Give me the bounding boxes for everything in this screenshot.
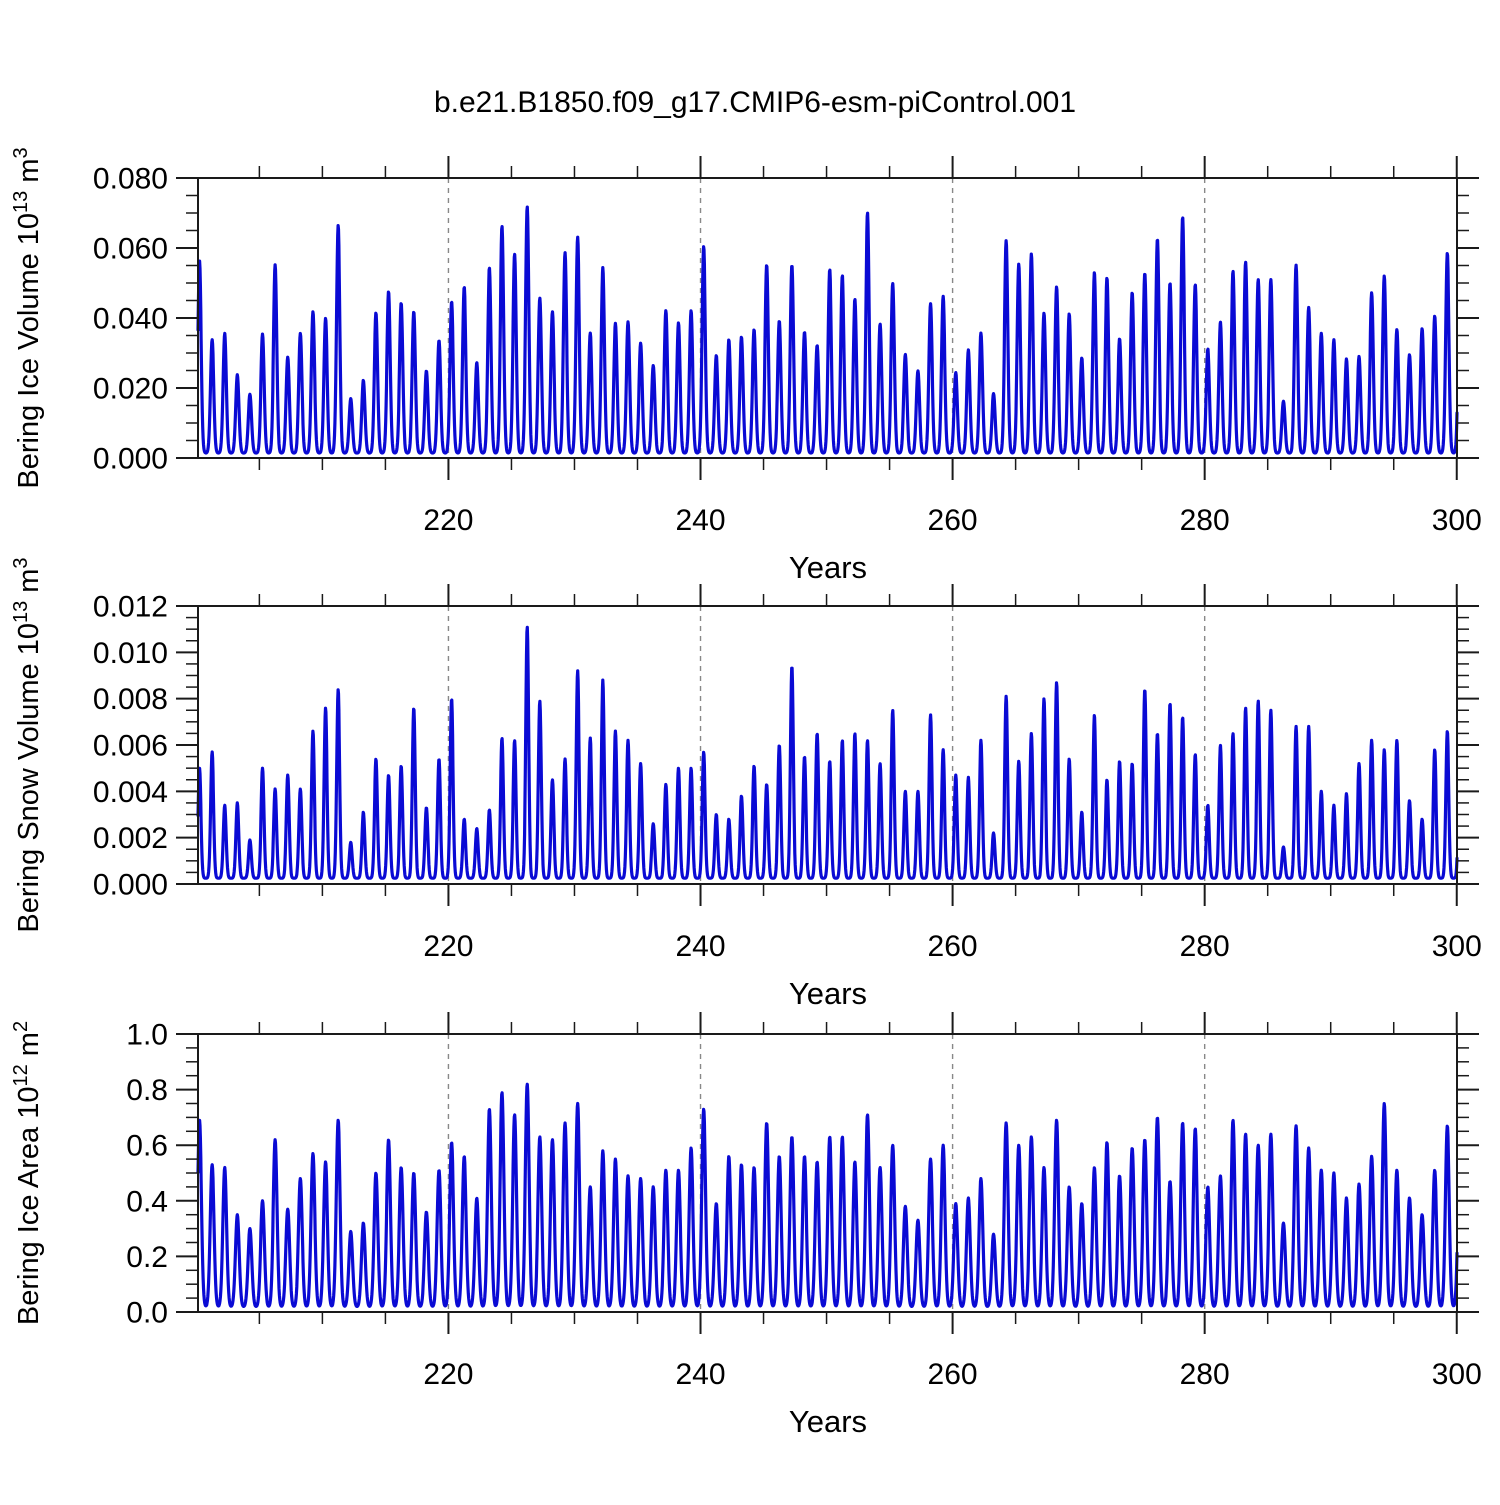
y-tick-label: 0.8 [126, 1074, 168, 1107]
x-tick-label: 220 [423, 1358, 473, 1391]
y-tick-label: 0.010 [93, 637, 168, 670]
panel-ice-area: 220 240 260 280 300 0.0 0.2 0.4 0.6 0.8 1.0 [126, 1012, 1482, 1391]
y-label-superscript: 2 [10, 1021, 32, 1032]
y-label-superscript: 13 [10, 191, 32, 213]
x-axis-title-ice-area: Years [789, 1404, 867, 1439]
y-label-superscript: 13 [10, 601, 32, 623]
y-label-text: Bering Ice Volume 10 [13, 213, 45, 489]
y-label-text: m [13, 158, 45, 190]
x-tick-label: 300 [1432, 1358, 1482, 1391]
x-tick-label: 300 [1432, 930, 1482, 963]
panel-snow-volume: 220 240 260 280 300 0.000 0.002 0.004 0.006 0.008… [93, 584, 1482, 963]
chart-title: b.e21.B1850.f09_g17.CMIP6-esm-piControl.… [434, 86, 1076, 119]
y-tick-label: 0.002 [93, 822, 168, 855]
series-line-ice-volume [196, 205, 1459, 455]
x-tick-label: 260 [928, 930, 978, 963]
x-tick-label: 240 [675, 930, 725, 963]
y-tick-label: 0.004 [93, 776, 168, 809]
x-tick-label: 280 [1180, 1358, 1230, 1391]
y-label-superscript: 3 [10, 147, 32, 158]
y-tick-label: 0.060 [93, 233, 168, 266]
y-tick-label: 0.008 [93, 683, 168, 716]
y-label-superscript: 3 [10, 557, 32, 568]
y-tick-label: 0.080 [93, 163, 168, 196]
y-tick-label: 0.4 [126, 1185, 168, 1218]
x-axis-title-snow-volume: Years [789, 976, 867, 1011]
series-line-ice-area [196, 1082, 1459, 1308]
y-axis-label-ice-area: Bering Ice Area 1012 m2 [10, 1021, 45, 1325]
y-tick-label: 0.040 [93, 303, 168, 336]
x-tick-label: 260 [928, 504, 978, 537]
y-label-text: m [13, 1032, 45, 1064]
x-tick-label: 280 [1180, 930, 1230, 963]
series-line-snow-volume [196, 625, 1459, 880]
y-tick-label: 1.0 [126, 1019, 168, 1052]
y-tick-label: 0.012 [93, 591, 168, 624]
y-axis-label-snow-volume: Bering Snow Volume 1013 m3 [10, 557, 45, 932]
x-tick-label: 300 [1432, 504, 1482, 537]
x-tick-label: 240 [675, 504, 725, 537]
x-axis-title-ice-volume: Years [789, 550, 867, 585]
x-tick-label: 220 [423, 930, 473, 963]
x-tick-label: 240 [675, 1358, 725, 1391]
y-tick-label: 0.000 [93, 443, 168, 476]
y-tick-label: 0.020 [93, 373, 168, 406]
y-label-text: Bering Ice Area 10 [13, 1086, 45, 1325]
x-tick-label: 220 [423, 504, 473, 537]
y-label-text: Bering Snow Volume 10 [13, 623, 45, 933]
y-tick-label: 0.2 [126, 1241, 168, 1274]
y-axis-label-ice-volume: Bering Ice Volume 1013 m3 [10, 147, 45, 488]
panel-ice-volume: 220 240 260 280 300 0.000 0.020 0.040 0.060 0.080 [93, 156, 1482, 537]
x-tick-label: 280 [1180, 504, 1230, 537]
y-label-text: m [13, 569, 45, 601]
y-tick-label: 0.006 [93, 730, 168, 763]
x-tick-label: 260 [928, 1358, 978, 1391]
y-label-superscript: 12 [10, 1064, 32, 1086]
y-tick-label: 0.6 [126, 1130, 168, 1163]
y-tick-label: 0.0 [126, 1297, 168, 1330]
y-tick-label: 0.000 [93, 869, 168, 902]
